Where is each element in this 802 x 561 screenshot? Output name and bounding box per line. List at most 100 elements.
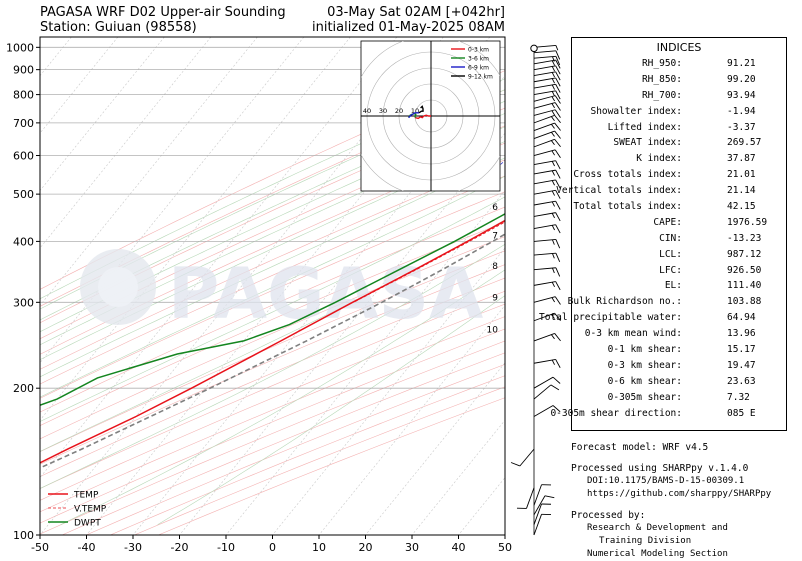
wind-barb-half-flag bbox=[552, 268, 554, 273]
sharppy-url: https://github.com/sharppy/SHARPpy bbox=[571, 488, 771, 501]
wind-barb-flag bbox=[553, 377, 560, 383]
watermark-text: PAGASA bbox=[168, 253, 483, 335]
x-tick-label: -50 bbox=[31, 541, 49, 554]
hodograph-legend-label: 6-9 km bbox=[468, 65, 489, 72]
wind-barb-shaft bbox=[534, 377, 553, 388]
index-value: 42.15 bbox=[727, 201, 756, 212]
y-tick-label: 400 bbox=[13, 235, 34, 248]
x-tick-label: -10 bbox=[217, 541, 235, 554]
wind-barb-half-flag bbox=[556, 45, 558, 50]
wind-barb-half-flag bbox=[551, 335, 554, 339]
wind-barb-flag bbox=[555, 333, 561, 340]
index-row: K index:37.87 bbox=[572, 153, 786, 169]
wind-barb-flag bbox=[555, 150, 560, 158]
wind-barb-flag bbox=[556, 201, 561, 209]
hodograph-legend-label: 3-6 km bbox=[468, 56, 489, 63]
wind-barb-flag bbox=[555, 123, 561, 130]
wind-barb-flag bbox=[556, 282, 561, 290]
index-value: 269.57 bbox=[727, 137, 761, 148]
index-label: RH_700: bbox=[642, 90, 682, 101]
wind-barb-half-flag bbox=[552, 253, 554, 258]
index-label: Showalter index: bbox=[590, 106, 682, 117]
footer-info: Forecast model: WRF v4.5 Processed using… bbox=[571, 441, 771, 561]
hodograph-ring-label: 50 bbox=[347, 107, 355, 115]
wind-barb bbox=[534, 282, 560, 290]
hodograph-legend-label: 9-12 km bbox=[468, 74, 493, 81]
wind-barb-half-flag bbox=[552, 85, 554, 90]
calm-wind-circle bbox=[531, 45, 537, 51]
wind-barb-half-flag bbox=[552, 66, 554, 71]
wind-barb-half-flag bbox=[552, 103, 555, 107]
wind-barb-flag bbox=[551, 385, 559, 390]
wind-barb-flag bbox=[555, 297, 560, 305]
index-row: LCL:987.12 bbox=[572, 249, 786, 265]
index-value: 21.14 bbox=[727, 185, 756, 196]
wind-barb-half-flag bbox=[551, 132, 554, 136]
index-row: Bulk Richardson no.:103.88 bbox=[572, 296, 786, 312]
x-tick-label: 40 bbox=[452, 541, 466, 554]
wind-barb bbox=[511, 449, 534, 466]
wind-barb bbox=[534, 225, 560, 233]
index-row: RH_700: 93.94 bbox=[572, 90, 786, 106]
index-value: 23.63 bbox=[727, 376, 756, 387]
wind-barb-shaft bbox=[520, 449, 534, 466]
wind-barb-shaft bbox=[534, 51, 556, 53]
wind-barb-half-flag bbox=[552, 111, 555, 115]
index-label: LFC: bbox=[659, 265, 682, 276]
x-tick-label: -20 bbox=[171, 541, 189, 554]
legend-label: TEMP bbox=[73, 491, 99, 501]
hodograph-legend-label: 0-3 km bbox=[468, 47, 489, 54]
x-tick-label: 30 bbox=[405, 541, 419, 554]
wind-barb-half-flag bbox=[552, 282, 554, 287]
wind-barb-half-flag bbox=[552, 72, 554, 77]
wind-barb bbox=[534, 139, 561, 147]
index-row: SWEAT index:269.57 bbox=[572, 137, 786, 153]
wind-barb-half-flag bbox=[551, 124, 554, 128]
index-value: 926.50 bbox=[727, 265, 761, 276]
wind-barb bbox=[534, 239, 560, 248]
wind-barb-half-flag bbox=[552, 213, 554, 218]
wind-barb bbox=[534, 485, 551, 506]
wind-barb-half-flag bbox=[552, 240, 554, 245]
wind-barb bbox=[534, 201, 560, 209]
hodograph-ring-label: 40 bbox=[363, 107, 371, 115]
wind-barb-flag bbox=[556, 170, 561, 178]
index-value: 37.87 bbox=[727, 153, 756, 164]
index-row: CAPE:1976.59 bbox=[572, 217, 786, 233]
index-row: 0-3 km shear:19.47 bbox=[572, 360, 786, 376]
index-row: 0-1 km shear:15.17 bbox=[572, 344, 786, 360]
index-row: CIN:-13.23 bbox=[572, 233, 786, 249]
x-tick-label: 10 bbox=[312, 541, 326, 554]
processed-by-line-1: Research & Development and bbox=[571, 522, 771, 535]
y-tick-label: 800 bbox=[13, 89, 34, 102]
wind-barb-shaft bbox=[526, 488, 534, 509]
wind-barb-flag bbox=[511, 462, 520, 465]
wind-barb bbox=[534, 170, 560, 178]
legend-label: DWPT bbox=[74, 519, 101, 529]
wind-barb bbox=[534, 333, 561, 341]
wind-barb-flag bbox=[556, 213, 561, 221]
x-tick-label: 0 bbox=[269, 541, 276, 554]
wind-barb-shaft bbox=[534, 514, 542, 535]
index-label: Lifted index: bbox=[608, 122, 682, 133]
index-value: 93.94 bbox=[727, 90, 756, 101]
index-row: 0-305m shear:7.32 bbox=[572, 392, 786, 408]
wind-barb-half-flag bbox=[552, 171, 554, 176]
index-row: Cross totals index:21.01 bbox=[572, 169, 786, 185]
y-tick-label: 300 bbox=[13, 296, 34, 309]
index-value: -13.23 bbox=[727, 233, 761, 244]
index-label: EL: bbox=[665, 280, 682, 291]
wind-barb-flag bbox=[556, 359, 561, 367]
index-label: 0-3 km mean wind: bbox=[585, 328, 682, 339]
wind-barb-flag bbox=[556, 268, 560, 277]
index-label: LCL: bbox=[659, 249, 682, 260]
wind-barb-flag bbox=[555, 96, 560, 104]
y-tick-label: 1000 bbox=[6, 41, 34, 54]
wind-barb bbox=[534, 268, 560, 277]
index-row: LFC: 926.50 bbox=[572, 265, 786, 281]
indices-title: INDICES bbox=[572, 41, 786, 54]
index-row: RH_950:91.21 bbox=[572, 58, 786, 74]
x-tick-label: -40 bbox=[78, 541, 96, 554]
